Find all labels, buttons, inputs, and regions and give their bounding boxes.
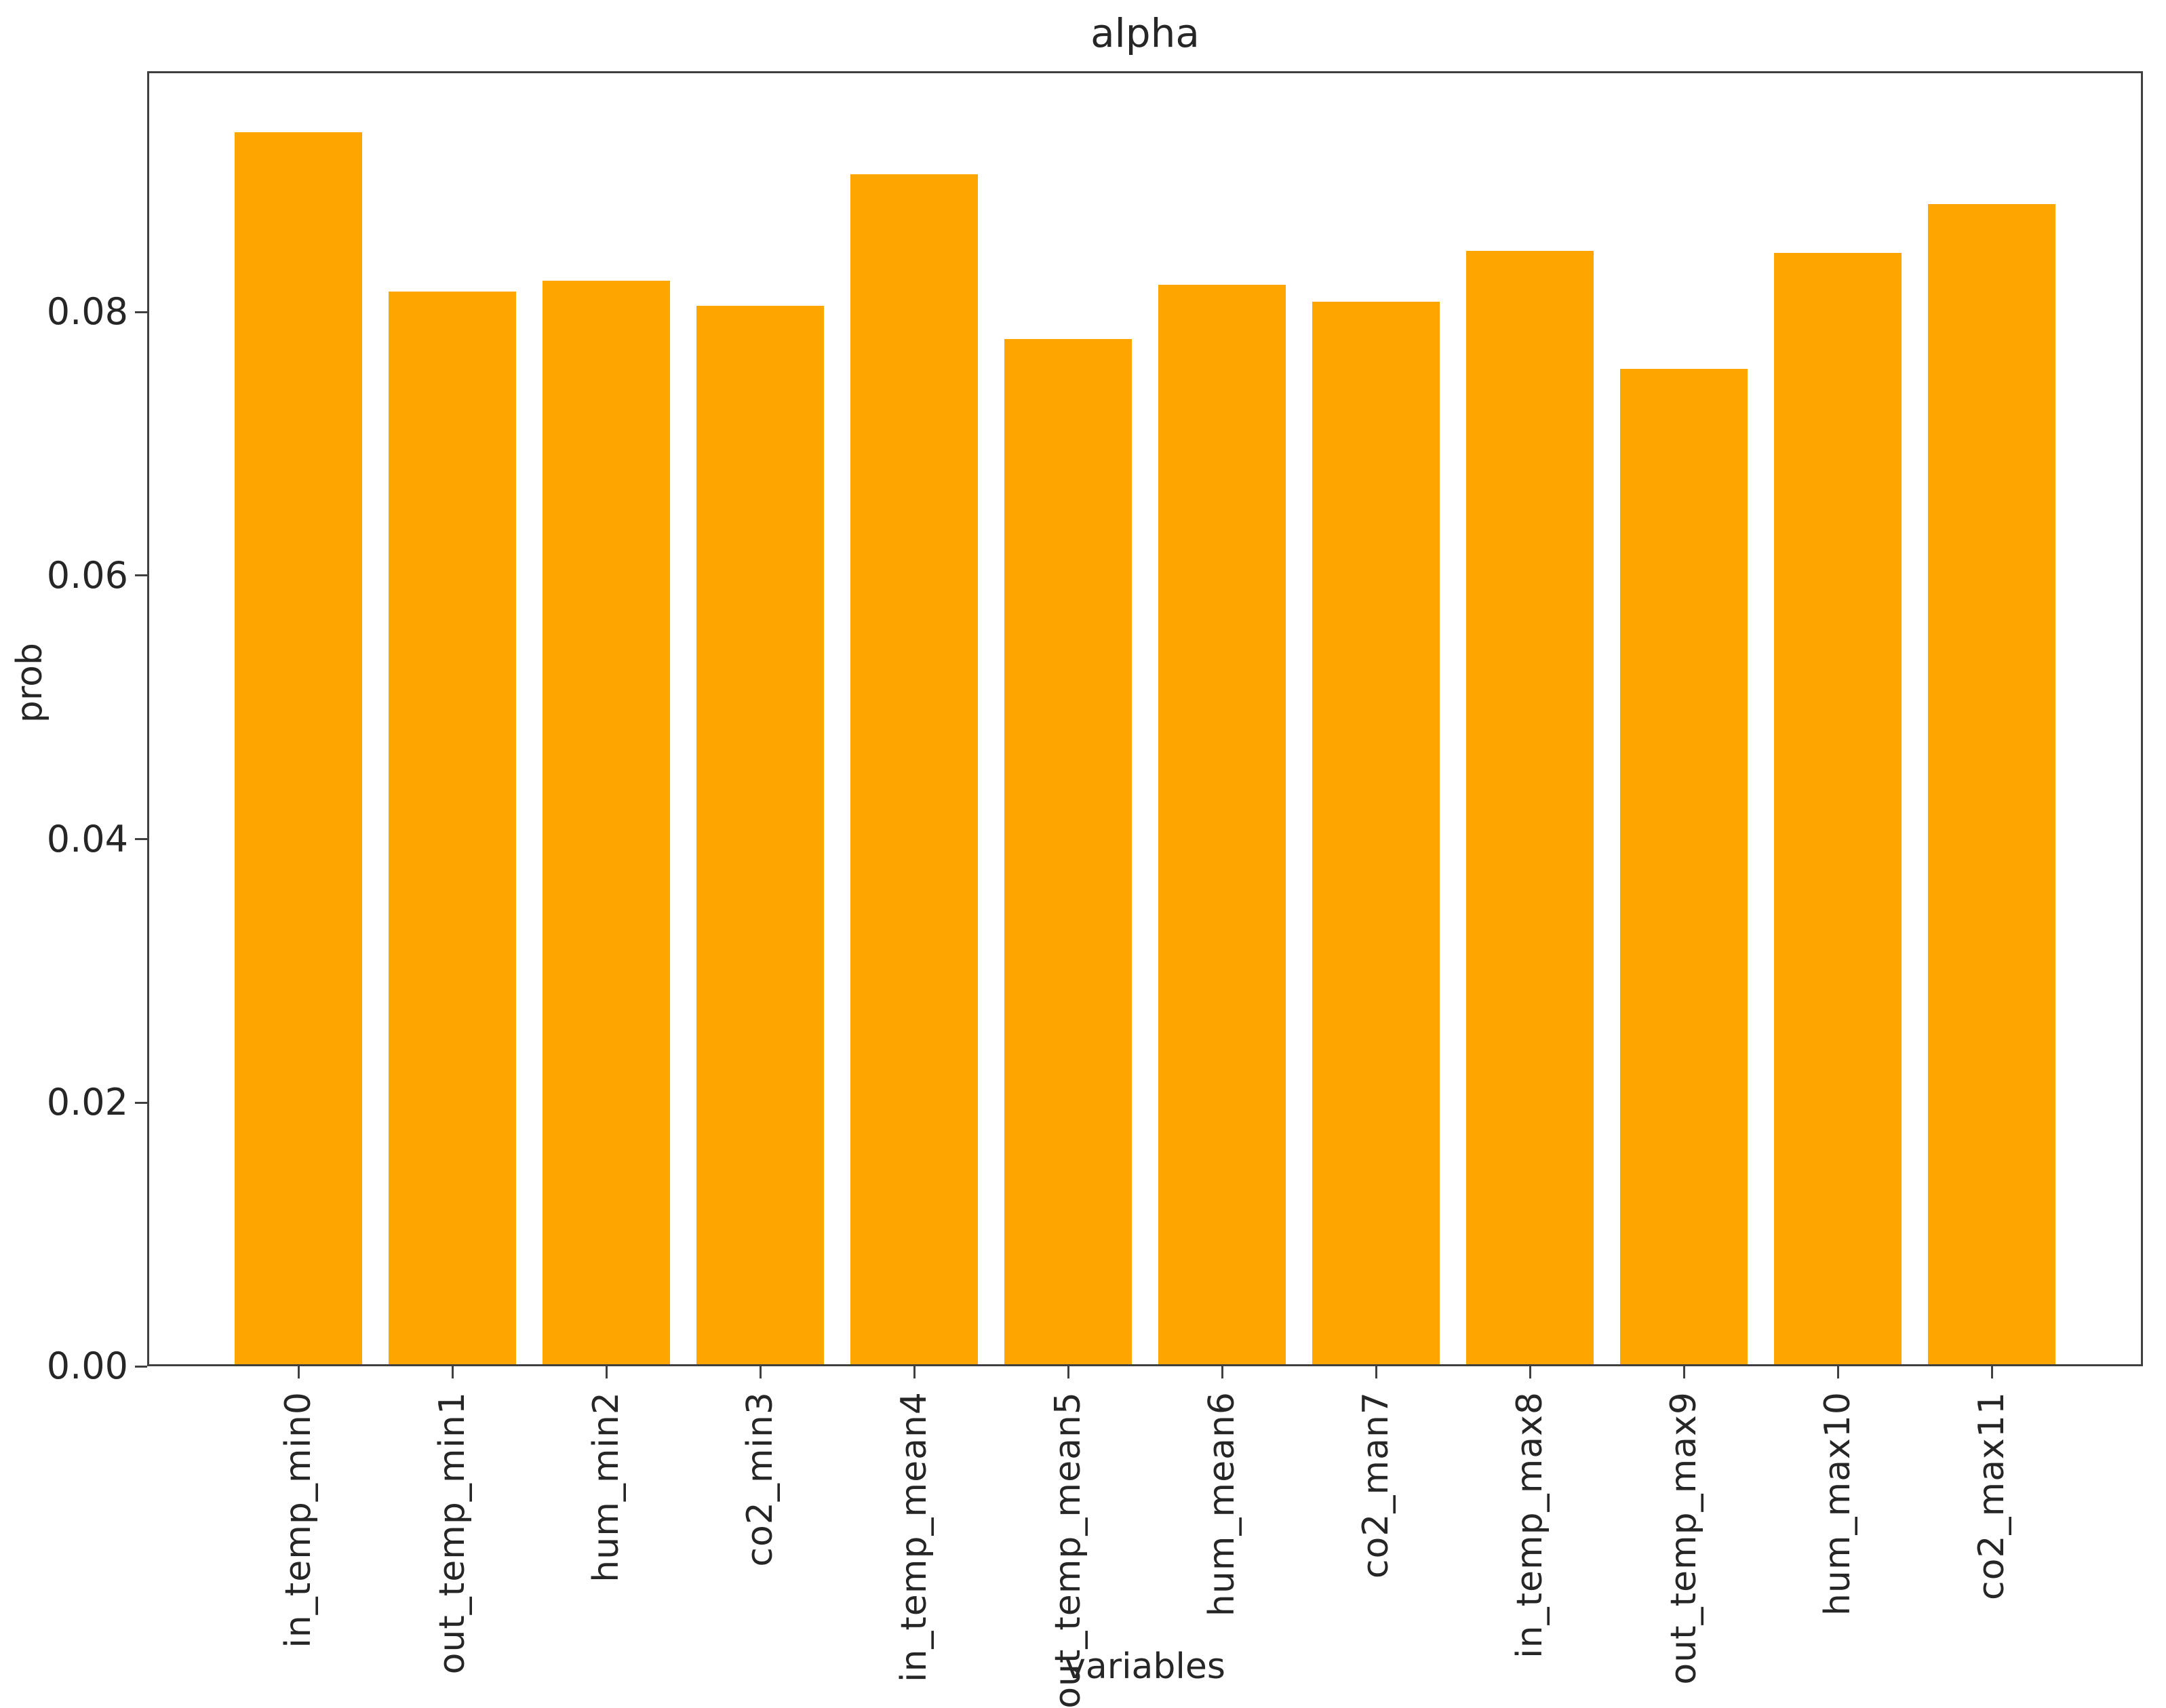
x-tick-mark [1375,1366,1377,1378]
y-tick-mark [135,1101,147,1104]
bar-in_temp_min0 [235,132,362,1364]
y-tick-mark [135,311,147,313]
bar-out_temp_min1 [389,292,516,1364]
x-axis-label: variables [1065,1646,1225,1687]
x-tick-mark [297,1366,300,1378]
y-tick-label: 0.06 [46,553,128,597]
plot-area [147,71,2143,1366]
bar-in_temp_max8 [1466,251,1594,1364]
y-tick-mark [135,838,147,840]
x-tick-mark [759,1366,762,1378]
y-axis-label: prob [9,643,50,723]
x-tick-mark [1529,1366,1531,1378]
x-tick-label: out_temp_min1 [432,1391,473,1675]
x-tick-mark [1836,1366,1839,1378]
y-tick-label: 0.02 [46,1081,128,1124]
y-tick-label: 0.00 [46,1345,128,1387]
y-tick-label: 0.08 [46,290,128,333]
bar-in_temp_mean4 [850,174,978,1364]
x-tick-mark [913,1366,915,1378]
x-tick-mark [1682,1366,1685,1378]
x-tick-mark [1067,1366,1069,1378]
x-tick-mark [451,1366,454,1378]
chart-title: alpha [1090,10,1200,56]
x-tick-label: co2_min3 [740,1391,781,1567]
bar-out_temp_mean5 [1004,339,1132,1364]
bar-hum_max10 [1774,253,1902,1364]
bar-hum_min2 [543,281,670,1364]
y-tick-label: 0.04 [46,817,128,860]
bar-co2_min3 [696,306,824,1364]
x-tick-label: co2_man7 [1356,1391,1396,1579]
x-tick-label: hum_max10 [1817,1391,1858,1616]
bar-co2_man7 [1312,302,1440,1364]
bar-hum_mean6 [1158,285,1286,1364]
y-tick-mark [135,1365,147,1368]
bar-out_temp_max9 [1620,369,1748,1364]
x-tick-label: hum_mean6 [1202,1391,1242,1617]
x-tick-label: hum_min2 [586,1391,627,1583]
x-tick-label: in_temp_max8 [1510,1391,1550,1659]
x-tick-mark [1221,1366,1223,1378]
y-tick-mark [135,574,147,577]
x-tick-mark [605,1366,608,1378]
bar-co2_max11 [1928,204,2055,1364]
x-tick-label: in_temp_mean4 [894,1391,934,1682]
x-tick-label: co2_max11 [1971,1391,2012,1600]
x-tick-label: in_temp_min0 [278,1391,319,1648]
x-tick-label: out_temp_max9 [1663,1391,1704,1685]
x-tick-mark [1990,1366,1993,1378]
